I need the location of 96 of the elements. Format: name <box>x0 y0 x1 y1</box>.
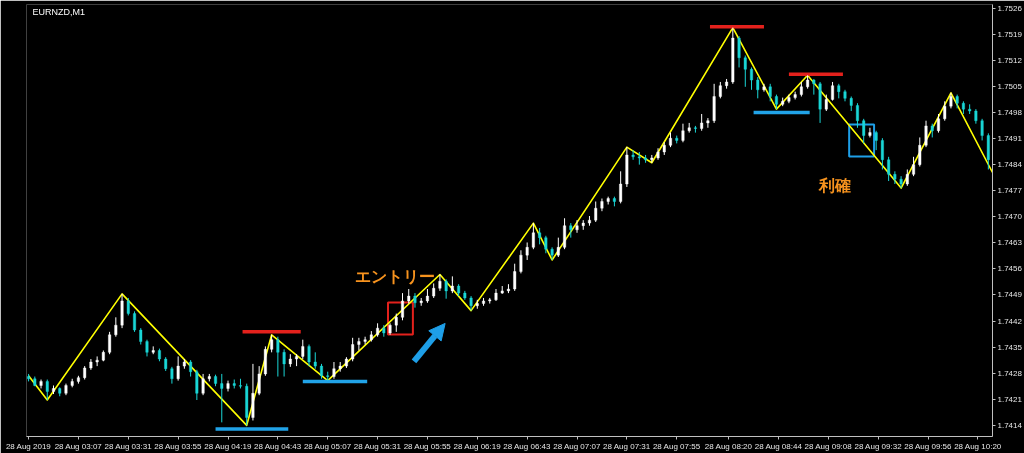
candlestick <box>980 118 984 141</box>
candlestick <box>257 365 261 396</box>
candlestick <box>880 137 884 170</box>
candlestick <box>351 337 355 362</box>
candlestick <box>201 373 205 396</box>
candlestick <box>706 117 710 129</box>
candlestick <box>363 336 367 346</box>
candlestick <box>893 170 897 185</box>
y-tick-label: 1.7470 <box>997 212 1023 222</box>
candlestick <box>95 355 99 367</box>
x-tick-label: 28 Aug 04:19 <box>204 441 252 451</box>
candlestick <box>831 81 834 102</box>
x-tick-label: 28 Aug 07:31 <box>603 441 651 451</box>
candlestick <box>394 313 398 333</box>
x-tick-label: 28 Aug 05:55 <box>403 441 452 451</box>
annotation: 利確 <box>817 176 851 194</box>
y-tick-label: 1.7477 <box>997 186 1023 196</box>
candlestick <box>444 278 448 300</box>
candlestick <box>563 217 566 250</box>
candlestick <box>924 120 928 148</box>
candlestick <box>301 339 305 360</box>
candlestick <box>276 336 280 378</box>
candlestick <box>556 237 560 258</box>
annotation: エントリー <box>355 267 436 285</box>
x-tick-label: 28 Aug 03:07 <box>54 441 103 451</box>
y-tick-label: 1.7526 <box>997 3 1023 13</box>
x-tick-label: 28 Aug 08:44 <box>754 441 803 451</box>
candlestick <box>750 66 753 91</box>
candlestick <box>332 361 336 380</box>
candlestick <box>743 55 747 88</box>
candlestick <box>912 156 915 177</box>
candlestick <box>943 100 947 122</box>
x-tick-label: 28 Aug 03:31 <box>104 441 153 451</box>
x-tick-label: 28 Aug 2019 <box>5 441 52 451</box>
candlestick <box>856 102 859 129</box>
candlestick <box>594 201 598 223</box>
candlestick <box>307 344 311 367</box>
candlestick <box>862 118 866 144</box>
candlestick <box>874 130 878 151</box>
x-tick-label: 28 Aug 07:55 <box>652 441 701 451</box>
y-tick-label: 1.7421 <box>997 394 1023 404</box>
y-tick-label: 1.7519 <box>997 29 1023 39</box>
x-tick-label: 28 Aug 06:19 <box>453 441 502 451</box>
x-tick-label: 28 Aug 05:31 <box>353 441 402 451</box>
candlestick <box>357 337 361 351</box>
candlestick <box>737 35 741 68</box>
candlestick <box>282 348 286 378</box>
candlestick <box>220 373 224 423</box>
candlestick <box>762 83 766 93</box>
candlestick <box>937 113 940 134</box>
candlestick <box>631 149 635 161</box>
candlestick <box>899 175 903 189</box>
x-tick-label: 28 Aug 05:07 <box>303 441 352 451</box>
y-tick-label: 1.7456 <box>997 264 1023 274</box>
candlestick <box>176 355 180 382</box>
candlestick <box>619 170 623 204</box>
candlestick <box>108 331 112 355</box>
y-tick-label: 1.7428 <box>997 368 1023 378</box>
x-tick-label: 28 Aug 06:43 <box>503 441 552 451</box>
y-tick-label: 1.7463 <box>997 238 1023 248</box>
candlestick <box>531 222 535 250</box>
x-tick-label: 28 Aug 08:20 <box>704 441 753 451</box>
candlestick <box>756 76 760 99</box>
candlestick <box>114 316 118 338</box>
candlestick <box>887 156 891 182</box>
y-tick-label: 1.7435 <box>997 342 1023 352</box>
candlestick <box>681 123 685 143</box>
y-tick-label: 1.7484 <box>997 160 1023 170</box>
x-tick-label: 28 Aug 09:56 <box>904 441 953 451</box>
x-tick-label: 28 Aug 03:55 <box>154 441 203 451</box>
line-series <box>27 26 993 427</box>
chart-title: EURNZD,M1 <box>32 6 86 17</box>
candlestick <box>513 263 517 292</box>
candlestick <box>519 249 523 274</box>
candlestick <box>195 369 199 401</box>
candlestick <box>575 219 579 234</box>
candlestick <box>438 274 442 292</box>
candlestick <box>550 246 554 261</box>
x-tick-label: 28 Aug 10:20 <box>954 441 1002 451</box>
candlestick <box>401 292 404 321</box>
y-tick-label: 1.7414 <box>997 420 1023 430</box>
x-tick-label: 28 Aug 04:43 <box>254 441 302 451</box>
y-tick-label: 1.7498 <box>997 108 1023 117</box>
x-tick-label: 28 Aug 07:07 <box>553 441 601 451</box>
candlestick <box>868 127 872 138</box>
y-tick-label: 1.7505 <box>997 81 1023 91</box>
x-tick-label: 28 Aug 09:08 <box>804 441 853 451</box>
candlestick <box>45 379 49 401</box>
candlestick <box>918 136 922 167</box>
x-tick-label: 28 Aug 09:32 <box>854 441 903 451</box>
y-tick-label: 1.7512 <box>997 55 1023 65</box>
y-tick-label: 1.7442 <box>997 316 1023 326</box>
y-tick-label: 1.7491 <box>997 134 1023 144</box>
candlestick <box>413 292 417 309</box>
y-tick-label: 1.7449 <box>997 290 1023 300</box>
candlestick <box>133 310 136 333</box>
